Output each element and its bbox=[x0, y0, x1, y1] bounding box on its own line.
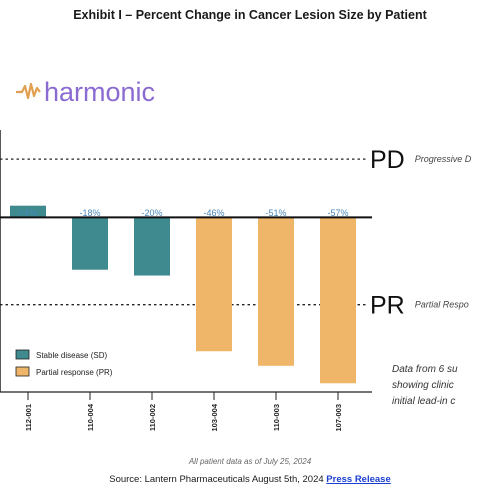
harmonic-logo: harmonic bbox=[16, 77, 155, 107]
reference-label-pd: PD bbox=[370, 146, 405, 174]
side-note-line-1: Data from 6 su bbox=[392, 364, 458, 375]
data-label-110-004: -18% bbox=[79, 208, 100, 218]
side-note-line-2: showing clinic bbox=[392, 380, 454, 391]
bar-110-003 bbox=[258, 217, 294, 366]
x-tick-label-112-001: 112-001 bbox=[24, 404, 33, 431]
legend-label-pr: Partial response (PR) bbox=[36, 368, 113, 377]
waveform-icon bbox=[16, 82, 41, 100]
legend-swatch-sd bbox=[15, 349, 30, 360]
reference-description-pd: Progressive D bbox=[415, 154, 472, 164]
x-tick-label-107-003: 107-003 bbox=[334, 404, 343, 432]
bar-110-002 bbox=[134, 217, 170, 276]
footnote: All patient data as of July 25, 2024 bbox=[188, 457, 312, 466]
source-text: Source: Lantern Pharmaceuticals August 5… bbox=[109, 474, 324, 485]
reference-label-pr: PR bbox=[370, 292, 405, 320]
bar-103-004 bbox=[196, 217, 232, 352]
press-release-link[interactable]: Press Release bbox=[326, 474, 391, 485]
source-line: Source: Lantern Pharmaceuticals August 5… bbox=[0, 474, 500, 485]
legend: Stable disease (SD) Partial response (PR… bbox=[15, 349, 113, 377]
x-tick-label-110-003: 110-003 bbox=[272, 404, 281, 431]
logo-wordmark: harmonic bbox=[44, 77, 155, 107]
data-label-110-002: -20% bbox=[141, 208, 162, 218]
data-label-110-003: -51% bbox=[265, 208, 286, 218]
exhibit-title: Exhibit I – Percent Change in Cancer Les… bbox=[73, 8, 427, 22]
side-note-line-3: initial lead-in c bbox=[392, 396, 456, 407]
legend-swatch-pr bbox=[15, 366, 30, 377]
reference-description-pr: Partial Respo bbox=[415, 300, 469, 310]
data-label-107-003: -57% bbox=[327, 208, 348, 218]
bar-107-003 bbox=[320, 217, 356, 384]
data-label-103-004: -46% bbox=[203, 208, 224, 218]
legend-label-sd: Stable disease (SD) bbox=[36, 351, 107, 360]
bar-110-004 bbox=[72, 217, 108, 270]
x-tick-label-110-002: 110-002 bbox=[148, 404, 157, 431]
bar-112-001 bbox=[10, 205, 46, 218]
x-tick-label-110-004: 110-004 bbox=[86, 403, 95, 431]
data-label-112-001: +4% bbox=[19, 208, 37, 218]
x-tick-label-103-004: 103-004 bbox=[210, 403, 219, 431]
